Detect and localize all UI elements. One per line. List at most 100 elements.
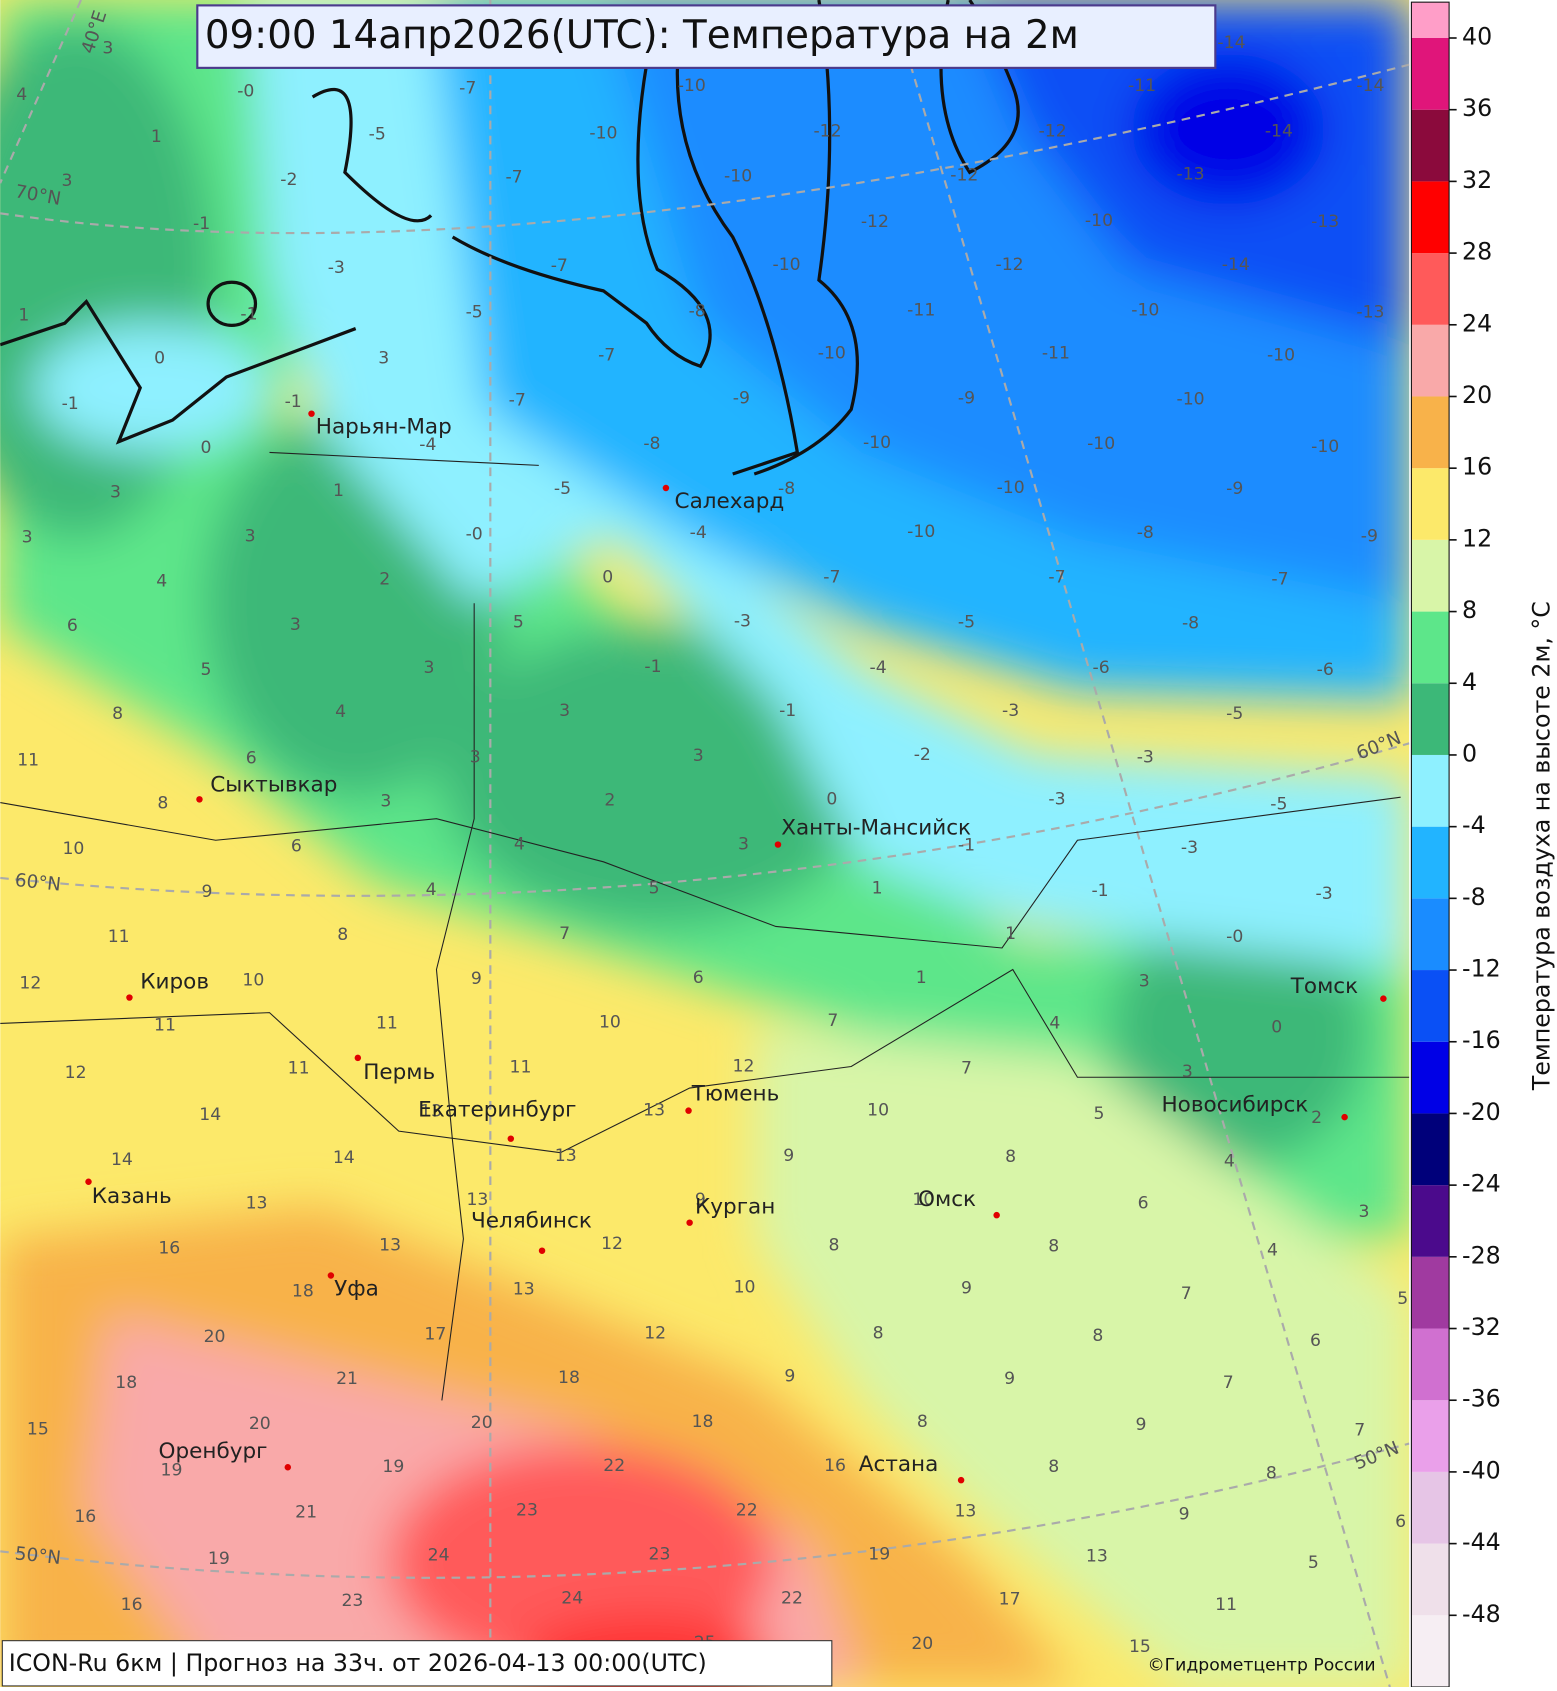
colorbar-band <box>1411 324 1450 397</box>
graticule-label: 50°N <box>14 1543 62 1569</box>
temperature-label: 12 <box>733 1056 755 1076</box>
borders <box>0 451 1410 1401</box>
temperature-label: 8 <box>828 1235 839 1255</box>
temperature-label: -12 <box>813 121 841 141</box>
city-dot <box>957 1476 965 1484</box>
temperature-label: 17 <box>424 1325 446 1345</box>
city-label: Томск <box>1290 974 1358 999</box>
colorbar-tick-label: -36 <box>1462 1385 1501 1413</box>
city-label: Нарьян-Мар <box>316 415 452 440</box>
temperature-label: 7 <box>961 1059 972 1079</box>
temperature-label: -2 <box>914 745 931 765</box>
temperature-label: -10 <box>589 124 617 144</box>
temperature-label: -11 <box>907 300 935 320</box>
temperature-label: 9 <box>471 969 482 989</box>
temperature-label: 3 <box>61 171 72 191</box>
temperature-label: -0 <box>1226 927 1243 947</box>
temperature-label: 8 <box>112 704 123 724</box>
temperature-label: -14 <box>1217 33 1245 53</box>
colorbar-band <box>1411 2 1450 39</box>
temperature-label: -12 <box>1039 121 1067 141</box>
temperature-label: 8 <box>1048 1236 1059 1256</box>
temperature-label: 3 <box>470 747 481 767</box>
temperature-label: 3 <box>22 528 33 548</box>
colorbar-tick-label: 16 <box>1462 453 1492 481</box>
temperature-label: 9 <box>783 1146 794 1166</box>
temperature-label: 2 <box>604 790 615 810</box>
graticule-label: 60°N <box>14 870 62 896</box>
temperature-label: 13 <box>466 1190 488 1210</box>
temperature-label: 5 <box>649 879 660 899</box>
temperature-label: 6 <box>1310 1331 1321 1351</box>
city-label: Уфа <box>334 1276 379 1301</box>
temperature-label: 19 <box>160 1460 182 1480</box>
temperature-label: 11 <box>154 1016 176 1036</box>
colorbar-band <box>1411 1041 1450 1114</box>
temperature-label: 13 <box>379 1235 401 1255</box>
temperature-label: -1 <box>62 394 79 414</box>
temperature-label: 3 <box>245 526 256 546</box>
temperature-label: -1 <box>644 657 661 677</box>
temperature-label: 3 <box>378 349 389 369</box>
temperature-label: 11 <box>510 1058 532 1078</box>
temperature-label: 3 <box>693 746 704 766</box>
title: 09:00 14апр2026(UTC): Температура на 2м <box>205 13 1079 58</box>
temperature-label: 7 <box>559 924 570 944</box>
city-label: Пермь <box>363 1060 435 1085</box>
temperature-label: 22 <box>781 1589 803 1609</box>
temperature-label: 23 <box>516 1500 538 1520</box>
temperature-label: 5 <box>513 613 524 633</box>
temperature-label: 8 <box>1005 1147 1016 1167</box>
temperature-label: 13 <box>555 1146 577 1166</box>
temperature-label: -10 <box>1267 345 1295 365</box>
temperature-label: 7 <box>1223 1373 1234 1393</box>
temperature-label: -7 <box>598 345 615 365</box>
temperature-label: 6 <box>291 837 302 857</box>
temperature-label: 4 <box>16 85 27 105</box>
temperature-label: -10 <box>1311 437 1339 457</box>
temperature-label: 18 <box>558 1368 580 1388</box>
temperature-label: 21 <box>336 1369 358 1389</box>
temperature-label: 18 <box>292 1282 314 1302</box>
temperature-label: 0 <box>602 567 613 587</box>
temperature-label: 4 <box>1267 1241 1278 1261</box>
temperature-label: 19 <box>208 1549 230 1569</box>
temperature-label: 20 <box>911 1634 933 1654</box>
colorbar-label: Температура воздуха на высоте 2м, °C <box>1527 601 1555 1091</box>
temperature-label: -0 <box>466 524 483 544</box>
temperature-label: 4 <box>335 702 346 722</box>
colorbar-band <box>1411 1543 1450 1616</box>
temperature-label: -4 <box>870 658 887 678</box>
temperature-label: 0 <box>826 789 837 809</box>
colorbar-band <box>1411 468 1450 540</box>
temperature-label: 20 <box>249 1414 271 1434</box>
colorbar-tick-label: 0 <box>1462 739 1477 767</box>
temperature-label: 20 <box>204 1327 226 1347</box>
colorbar-band <box>1411 1615 1450 1687</box>
temperature-label: 3 <box>1359 1202 1370 1222</box>
colorbar-tick-label: -40 <box>1462 1456 1501 1484</box>
temperature-label: -8 <box>689 301 706 321</box>
colorbar-tick-label: -16 <box>1462 1026 1501 1054</box>
temperature-label: 11 <box>288 1059 310 1079</box>
temperature-label: -3 <box>328 258 345 278</box>
temperature-label: 11 <box>1215 1595 1237 1615</box>
temperature-label: 16 <box>121 1595 143 1615</box>
temperature-label: 4 <box>1049 1013 1060 1033</box>
temperature-label: 10 <box>734 1277 756 1297</box>
temperature-label: -10 <box>724 167 752 187</box>
temperature-label: -3 <box>1048 789 1065 809</box>
city-dot <box>85 1178 92 1185</box>
temperature-label: -10 <box>773 255 801 275</box>
temperature-label: 11 <box>376 1013 398 1033</box>
city-dot <box>686 1219 693 1226</box>
city-dot <box>284 1464 292 1471</box>
temperature-label: 13 <box>513 1279 535 1299</box>
temperature-label: -12 <box>950 166 978 186</box>
colorbar-tick-label: -32 <box>1462 1313 1501 1341</box>
temperature-label: -1 <box>193 214 210 234</box>
temperature-label: 18 <box>115 1373 137 1393</box>
city-label: Новосибирск <box>1161 1092 1308 1117</box>
colorbar-tick-label: 12 <box>1462 524 1492 552</box>
city-label: Екатеринбург <box>418 1098 576 1123</box>
